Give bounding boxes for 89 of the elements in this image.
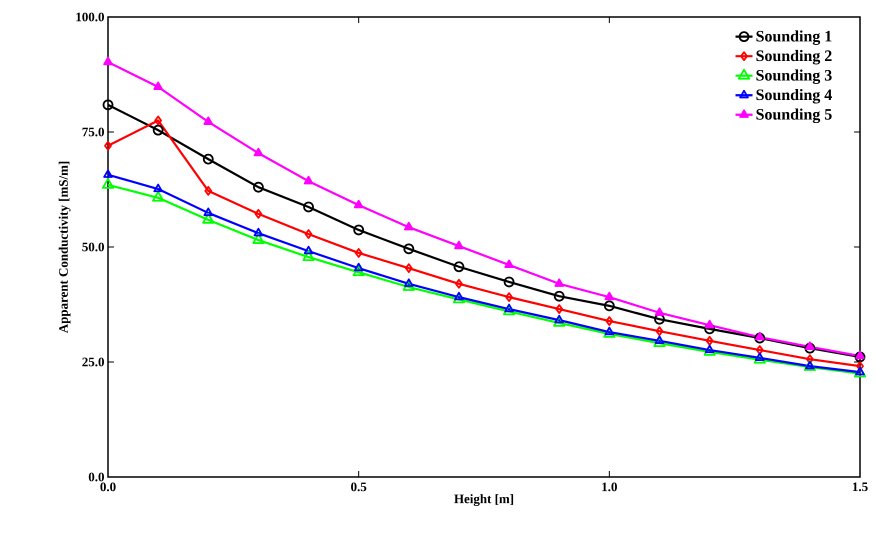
point (454, 261, 464, 272)
point (704, 344, 714, 354)
point (254, 208, 262, 219)
point (254, 148, 264, 156)
point (805, 341, 815, 350)
point (706, 336, 714, 346)
y-tick-label: 75.0 (82, 128, 104, 136)
point (102, 99, 114, 110)
point (103, 56, 113, 66)
point (554, 314, 564, 324)
point (603, 327, 616, 338)
point (804, 342, 816, 354)
point (454, 292, 464, 300)
point (152, 190, 164, 202)
x-tick-label: 0.0 (100, 482, 116, 492)
point (604, 326, 614, 336)
x-axis-title: Height [m] (454, 494, 514, 506)
point (354, 262, 364, 272)
point (554, 290, 565, 302)
point (704, 320, 714, 328)
point (404, 278, 414, 287)
point (304, 246, 314, 254)
point (252, 233, 264, 244)
point (503, 304, 516, 316)
point (504, 276, 514, 288)
point (352, 265, 365, 276)
point (354, 200, 364, 208)
point (203, 116, 214, 126)
point (104, 140, 112, 151)
point (704, 344, 716, 356)
legend-label: Sounding 5 (756, 108, 832, 124)
legend-label: Sounding 2 (756, 50, 832, 64)
x-tick-label: 0.5 (351, 482, 366, 492)
y-axis-title: Apparent Conductivity [mS/m] (58, 162, 70, 334)
point (754, 332, 765, 340)
point (404, 263, 413, 274)
point (304, 229, 312, 239)
point (204, 186, 212, 196)
point (202, 154, 214, 165)
x-tick-label: 1.0 (602, 482, 617, 492)
point (656, 326, 664, 336)
y-tick-label: 25.0 (82, 358, 104, 366)
point (754, 352, 765, 361)
point (152, 124, 164, 136)
point (102, 178, 114, 189)
legend-label: Sounding 3 (756, 69, 832, 84)
point (854, 352, 866, 362)
point (153, 82, 163, 90)
point (855, 350, 865, 360)
point (654, 335, 664, 344)
point (455, 278, 463, 289)
point (404, 222, 414, 230)
point (604, 292, 614, 300)
point (605, 316, 614, 326)
point (103, 169, 113, 178)
point (153, 184, 163, 192)
x-tick-label: 1.5 (852, 482, 868, 492)
point (254, 228, 264, 236)
point (704, 323, 715, 334)
point (754, 332, 766, 344)
point (303, 202, 314, 212)
point (454, 240, 464, 250)
point (402, 280, 415, 291)
point (654, 307, 664, 316)
point (203, 208, 214, 216)
point (304, 176, 314, 184)
point (754, 352, 766, 364)
point (806, 354, 814, 364)
point (505, 292, 513, 302)
legend-label: Sounding 4 (756, 88, 832, 104)
point (202, 212, 214, 224)
y-tick-label: 0.0 (88, 472, 104, 482)
point (756, 345, 764, 355)
point (354, 248, 363, 258)
point (504, 304, 514, 312)
point (604, 300, 615, 312)
point (154, 116, 162, 126)
point (554, 278, 564, 287)
y-tick-label: 100.0 (76, 12, 104, 22)
point (353, 224, 364, 236)
y-tick-label: 50.0 (82, 242, 104, 252)
legend-label: Sounding 1 (756, 30, 832, 45)
point (555, 304, 564, 314)
point (253, 182, 264, 193)
point (856, 361, 864, 372)
point (553, 316, 566, 327)
point (504, 260, 514, 268)
point (403, 243, 414, 254)
point (302, 250, 315, 261)
